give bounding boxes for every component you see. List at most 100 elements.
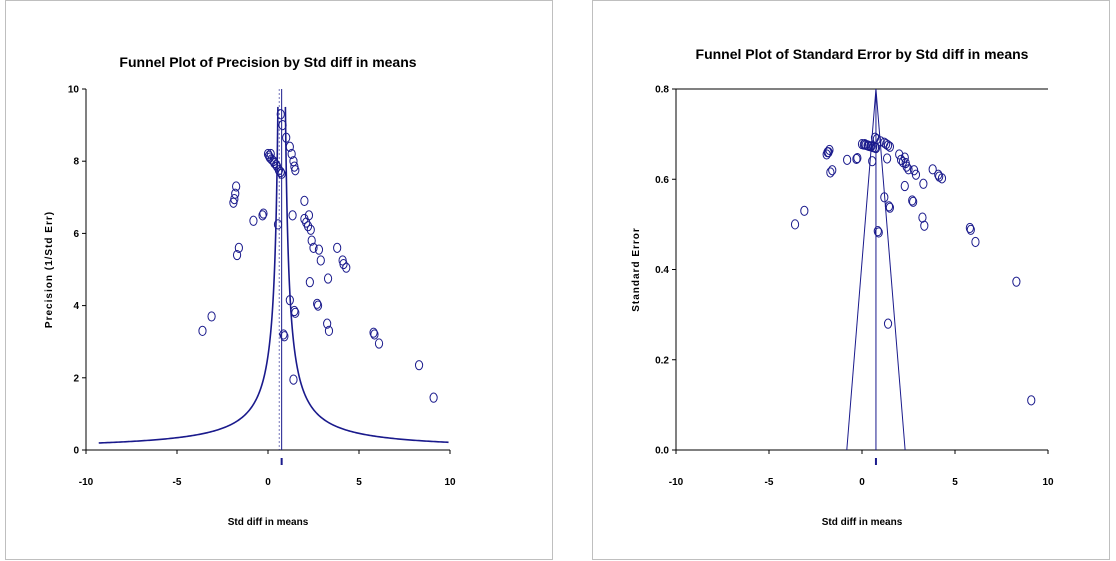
study-point: [280, 331, 289, 342]
study-point: [300, 195, 309, 207]
study-point: [333, 242, 342, 253]
y-tick-label: 0.0: [655, 446, 669, 457]
study-point: [928, 164, 937, 175]
study-point: [872, 133, 881, 145]
study-point: [883, 153, 892, 164]
study-point: [920, 220, 929, 231]
study-point: [267, 154, 276, 165]
y-tick-label: 6: [73, 229, 79, 240]
study-point: [303, 221, 313, 232]
y-axis-label: Standard Error: [631, 227, 642, 312]
study-point: [264, 150, 274, 161]
x-tick-label: 5: [356, 477, 362, 488]
study-point: [313, 298, 322, 309]
study-point: [902, 161, 911, 172]
precision-funnel-panel: Funnel Plot of Precision by Std diff in …: [5, 0, 553, 560]
study-point: [313, 300, 323, 311]
y-tick-label: 0.2: [655, 355, 669, 366]
x-tick-label: -10: [669, 477, 684, 488]
standard-error-funnel-panel: Funnel Plot of Standard Error by Std dif…: [592, 0, 1110, 560]
study-point: [966, 224, 975, 235]
study-point: [198, 325, 207, 336]
study-point: [908, 195, 917, 206]
study-point: [289, 374, 298, 385]
study-point: [309, 242, 318, 253]
funnel-left-curve: [98, 106, 279, 444]
chart-title: Funnel Plot of Standard Error by Std dif…: [696, 46, 1029, 62]
study-point: [918, 212, 927, 223]
study-point: [234, 242, 243, 253]
study-point: [231, 188, 240, 199]
study-point: [853, 152, 862, 164]
study-point: [305, 277, 314, 288]
study-point: [277, 168, 286, 179]
x-tick-label: 0: [859, 477, 865, 488]
study-point: [259, 208, 268, 219]
study-point: [828, 165, 837, 176]
y-tick-label: 0.6: [655, 175, 669, 186]
study-point: [1027, 395, 1036, 406]
study-point: [230, 194, 239, 205]
study-point: [258, 210, 267, 221]
precision-funnel-chart: Funnel Plot of Precision by Std diff in …: [44, 54, 456, 528]
study-point: [274, 165, 284, 176]
standard-error-funnel-chart: Funnel Plot of Standard Error by Std dif…: [631, 46, 1054, 528]
study-point: [287, 148, 296, 160]
study-point: [290, 305, 299, 317]
study-point: [272, 159, 281, 170]
study-point: [279, 329, 288, 340]
study-point: [904, 164, 913, 175]
study-point: [790, 219, 800, 230]
study-point: [232, 181, 241, 192]
study-point: [291, 165, 300, 176]
study-point: [278, 120, 287, 131]
chart-title: Funnel Plot of Precision by Std diff in …: [119, 54, 416, 70]
x-axis-label: Std diff in means: [822, 517, 903, 528]
study-point: [919, 178, 928, 189]
study-point: [414, 360, 424, 371]
study-point: [885, 141, 894, 152]
study-point: [824, 147, 833, 158]
study-point: [232, 249, 242, 261]
y-tick-label: 10: [68, 85, 80, 96]
study-point: [911, 169, 921, 180]
study-point: [291, 307, 300, 318]
study-point: [339, 258, 348, 270]
x-tick-label: -10: [79, 477, 94, 488]
study-point: [270, 157, 279, 169]
study-point: [852, 153, 861, 165]
study-point: [323, 318, 332, 329]
x-tick-label: 5: [952, 477, 958, 488]
study-point: [843, 154, 852, 165]
study-point: [825, 144, 834, 156]
study-point: [868, 156, 877, 167]
study-point: [285, 141, 294, 152]
y-tick-label: 8: [73, 157, 79, 168]
study-point: [374, 338, 384, 349]
y-tick-label: 0: [73, 446, 79, 457]
study-point: [883, 318, 893, 329]
study-point: [314, 244, 324, 255]
study-point: [249, 215, 258, 226]
study-point: [896, 154, 906, 165]
study-point: [316, 255, 325, 266]
study-point: [884, 201, 894, 212]
x-tick-label: -5: [765, 477, 774, 488]
study-point: [937, 173, 947, 184]
y-tick-label: 2: [73, 373, 79, 384]
x-tick-label: 10: [444, 477, 456, 488]
y-tick-label: 0.8: [655, 85, 669, 96]
y-axis-label: Precision (1/Std Err): [44, 211, 55, 328]
study-point: [276, 166, 285, 178]
study-point: [369, 327, 378, 338]
study-point: [282, 132, 291, 143]
y-tick-label: 0.4: [655, 265, 669, 276]
funnel-right-line: [875, 88, 906, 451]
study-point: [342, 262, 351, 273]
study-point: [304, 210, 314, 221]
study-point: [370, 329, 379, 340]
study-point: [874, 227, 883, 238]
study-point: [1012, 276, 1021, 287]
x-tick-label: 10: [1042, 477, 1054, 488]
study-point: [306, 224, 315, 235]
